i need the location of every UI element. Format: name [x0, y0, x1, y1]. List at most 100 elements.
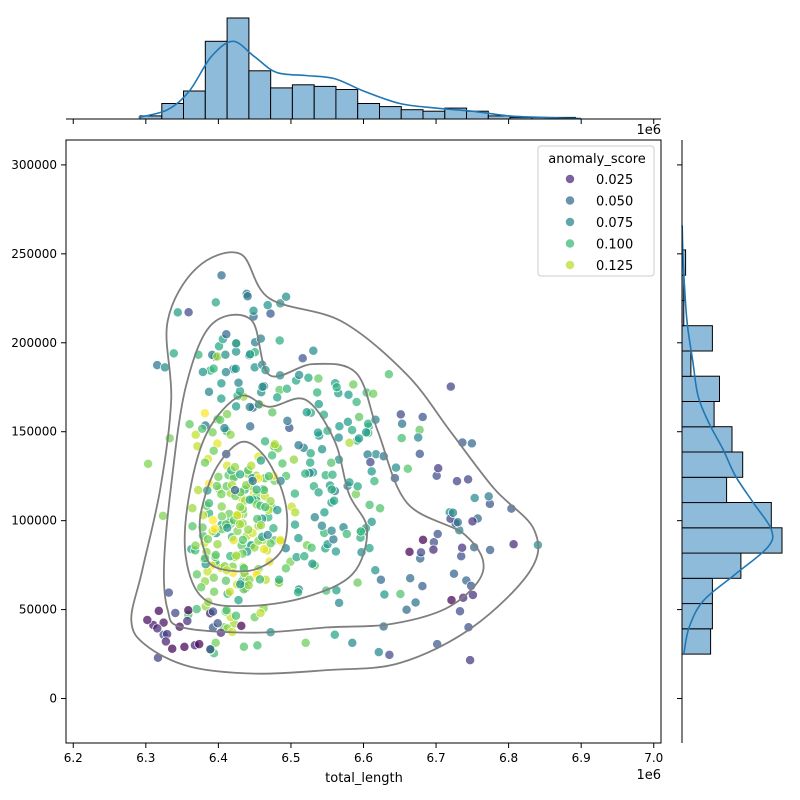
scatter-point [307, 558, 318, 569]
scatter-point [467, 590, 478, 600]
scatter-point [231, 550, 242, 561]
scatter-point [466, 438, 477, 449]
y-tick-label: 0 [49, 692, 57, 706]
scatter-point [300, 468, 311, 479]
scatter-point [255, 520, 266, 531]
scatter-point [216, 270, 227, 281]
scatter-point [208, 606, 218, 617]
scatter-point [242, 291, 253, 302]
x-offset-label: 1e6 [636, 768, 661, 783]
scatter-point [306, 542, 317, 553]
scatter-point [469, 493, 480, 503]
scatter-point [309, 512, 320, 523]
scatter-point [210, 550, 221, 560]
scatter-point [354, 433, 364, 444]
scatter-point [328, 534, 339, 545]
right-kde-curve [681, 225, 774, 655]
x-tick-label: 6.9 [572, 751, 591, 765]
scatter-point [265, 308, 276, 319]
scatter-point [366, 466, 377, 477]
scatter-point [428, 544, 439, 555]
scatter-point [255, 608, 266, 618]
scatter-point [417, 412, 428, 422]
scatter-point [467, 516, 478, 527]
x-tick-label: 6.2 [64, 751, 83, 765]
scatter-point [433, 463, 444, 474]
legend-label: 0.125 [596, 259, 633, 274]
scatter-point [308, 345, 319, 356]
scatter-point [187, 521, 198, 532]
scatter-point [202, 534, 213, 545]
scatter-point [235, 386, 245, 397]
scatter-point [334, 421, 345, 432]
scatter-point [216, 501, 227, 512]
scatter-point [255, 455, 266, 466]
scatter-point [224, 586, 235, 597]
right-hist-bar [681, 375, 720, 403]
scatter-point [219, 423, 230, 434]
scatter-point [243, 524, 254, 535]
scatter-point [221, 605, 232, 616]
scatter-point [252, 640, 263, 651]
scatter-point [347, 425, 358, 436]
legend-marker [565, 260, 575, 270]
scatter-point [378, 621, 389, 632]
kde-contours [130, 251, 540, 675]
scatter-point [222, 409, 233, 420]
scatter-point [153, 605, 164, 616]
scatter-point [220, 575, 231, 586]
scatter-point [305, 457, 316, 468]
scatter-point [379, 589, 390, 600]
scatter-point [268, 523, 279, 534]
x-tick-label: 7.0 [644, 751, 663, 765]
scatter-point [260, 436, 271, 447]
scatter-point [263, 471, 274, 482]
top-marginal-histogram [66, 17, 661, 124]
scatter-point [235, 579, 246, 590]
legend: anomaly_score 0.025 0.050 0.075 0.100 0.125 [537, 145, 655, 277]
x-tick-label: 6.8 [499, 751, 518, 765]
scatter-point [259, 544, 270, 555]
scatter-point [245, 349, 256, 360]
scatter-point [194, 639, 205, 650]
scatter-point [326, 484, 337, 495]
scatter-point [200, 457, 210, 468]
scatter-point [414, 448, 425, 459]
scatter-point [251, 484, 262, 495]
y-tick-label: 200000 [11, 336, 57, 350]
scatter-point [331, 382, 342, 393]
scatter-point [326, 525, 337, 536]
scatter-point [312, 387, 323, 398]
y-tick-label: 100000 [11, 514, 57, 528]
scatter-point [297, 353, 308, 364]
scatter-point [158, 510, 168, 521]
scatter-point [274, 335, 285, 346]
scatter-point [294, 370, 305, 380]
right-hist-bar [681, 577, 713, 605]
right-hist-bar [681, 502, 772, 529]
kde-contour [162, 313, 485, 634]
scatter-point [341, 529, 352, 539]
scatter-point [326, 457, 337, 468]
scatter-point [231, 346, 242, 357]
scatter-point [277, 458, 288, 469]
scatter-point [463, 474, 474, 485]
scatter-point [167, 643, 178, 654]
scatter-point [210, 297, 221, 308]
top-hist-bar [291, 84, 315, 120]
scatter-point [230, 485, 240, 496]
scatter-point [230, 363, 241, 374]
scatter-point [267, 407, 278, 418]
scatter-point [235, 469, 246, 480]
scatter-point [216, 378, 227, 389]
scatter-plot-area [130, 251, 543, 675]
scatter-point [401, 604, 412, 615]
scatter-point [208, 445, 219, 456]
scatter-point [445, 381, 456, 392]
scatter-point [375, 503, 386, 514]
scatter-point [313, 399, 324, 410]
scatter-point [158, 617, 169, 628]
scatter-point [373, 647, 384, 658]
scatter-point [191, 604, 202, 615]
